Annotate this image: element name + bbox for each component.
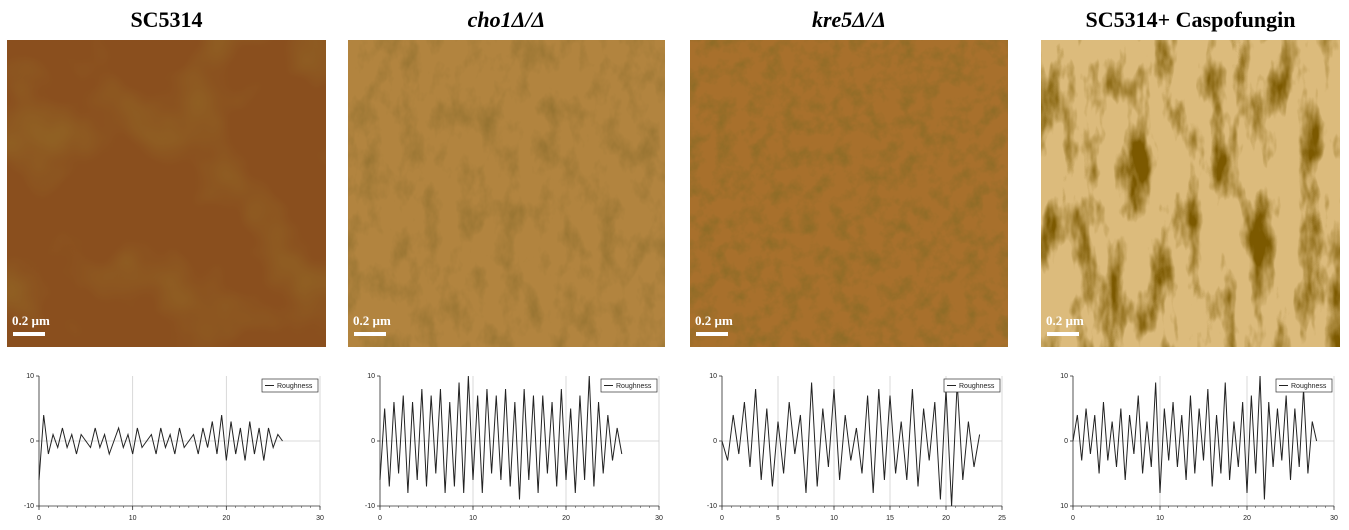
x-tick-label: 30: [655, 515, 663, 522]
legend-label: Roughness: [959, 383, 995, 390]
panels: SC5314 0.2 µm cho1Δ/Δ 0.2 µm kre5Δ/Δ 0.2 µm SC…: [7, 7, 1340, 522]
x-tick-label: 0: [720, 515, 724, 522]
roughness-line: [380, 376, 622, 500]
x-tick-label: 0: [37, 515, 41, 522]
legend-label: Roughness: [1291, 383, 1327, 390]
y-tick-label: 10: [1060, 503, 1068, 510]
roughness-line: [722, 383, 980, 507]
panel-title: SC5314+ Caspofungin: [1086, 7, 1296, 32]
afm-texture: [690, 40, 1008, 347]
y-tick-label: 0: [371, 438, 375, 445]
panel-title: kre5Δ/Δ: [812, 7, 886, 32]
y-tick-label: 10: [26, 373, 34, 380]
x-tick-label: 0: [378, 515, 382, 522]
afm-texture: [1041, 40, 1340, 347]
y-tick-label: -10: [24, 503, 34, 510]
afm-texture: [7, 40, 326, 347]
roughness-line: [39, 415, 283, 480]
y-tick-label: 0: [713, 438, 717, 445]
scale-bar-label: 0.2 µm: [12, 313, 50, 328]
scale-bar: [13, 332, 45, 336]
panel-title: cho1Δ/Δ: [468, 7, 546, 32]
scale-bar-label: 0.2 µm: [1046, 313, 1084, 328]
y-tick-label: -10: [365, 503, 375, 510]
legend-label: Roughness: [616, 383, 652, 390]
panel-title: SC5314: [130, 7, 202, 32]
afm-texture: [348, 40, 665, 347]
x-tick-label: 5: [776, 515, 780, 522]
y-tick-label: 10: [709, 373, 717, 380]
x-tick-label: 15: [886, 515, 894, 522]
y-tick-label: 0: [1064, 438, 1068, 445]
y-tick-label: 0: [30, 438, 34, 445]
x-tick-label: 10: [1156, 515, 1164, 522]
x-tick-label: 30: [316, 515, 324, 522]
x-tick-label: 10: [129, 515, 137, 522]
x-tick-label: 20: [222, 515, 230, 522]
x-tick-label: 0: [1071, 515, 1075, 522]
x-tick-label: 20: [562, 515, 570, 522]
x-tick-label: 10: [469, 515, 477, 522]
scale-bar: [1047, 332, 1079, 336]
x-tick-label: 25: [998, 515, 1006, 522]
y-tick-label: -10: [707, 503, 717, 510]
x-tick-label: 20: [942, 515, 950, 522]
scale-bar-label: 0.2 µm: [695, 313, 733, 328]
x-tick-label: 20: [1243, 515, 1251, 522]
scale-bar-label: 0.2 µm: [353, 313, 391, 328]
scale-bar: [696, 332, 728, 336]
y-tick-label: 10: [1060, 373, 1068, 380]
x-tick-label: 30: [1330, 515, 1338, 522]
x-tick-label: 10: [830, 515, 838, 522]
scale-bar: [354, 332, 386, 336]
y-tick-label: 10: [367, 373, 375, 380]
figure: SC5314 0.2 µm cho1Δ/Δ 0.2 µm kre5Δ/Δ 0.2 µm SC…: [0, 0, 1349, 530]
roughness-line: [1073, 376, 1317, 500]
legend-label: Roughness: [277, 383, 313, 390]
